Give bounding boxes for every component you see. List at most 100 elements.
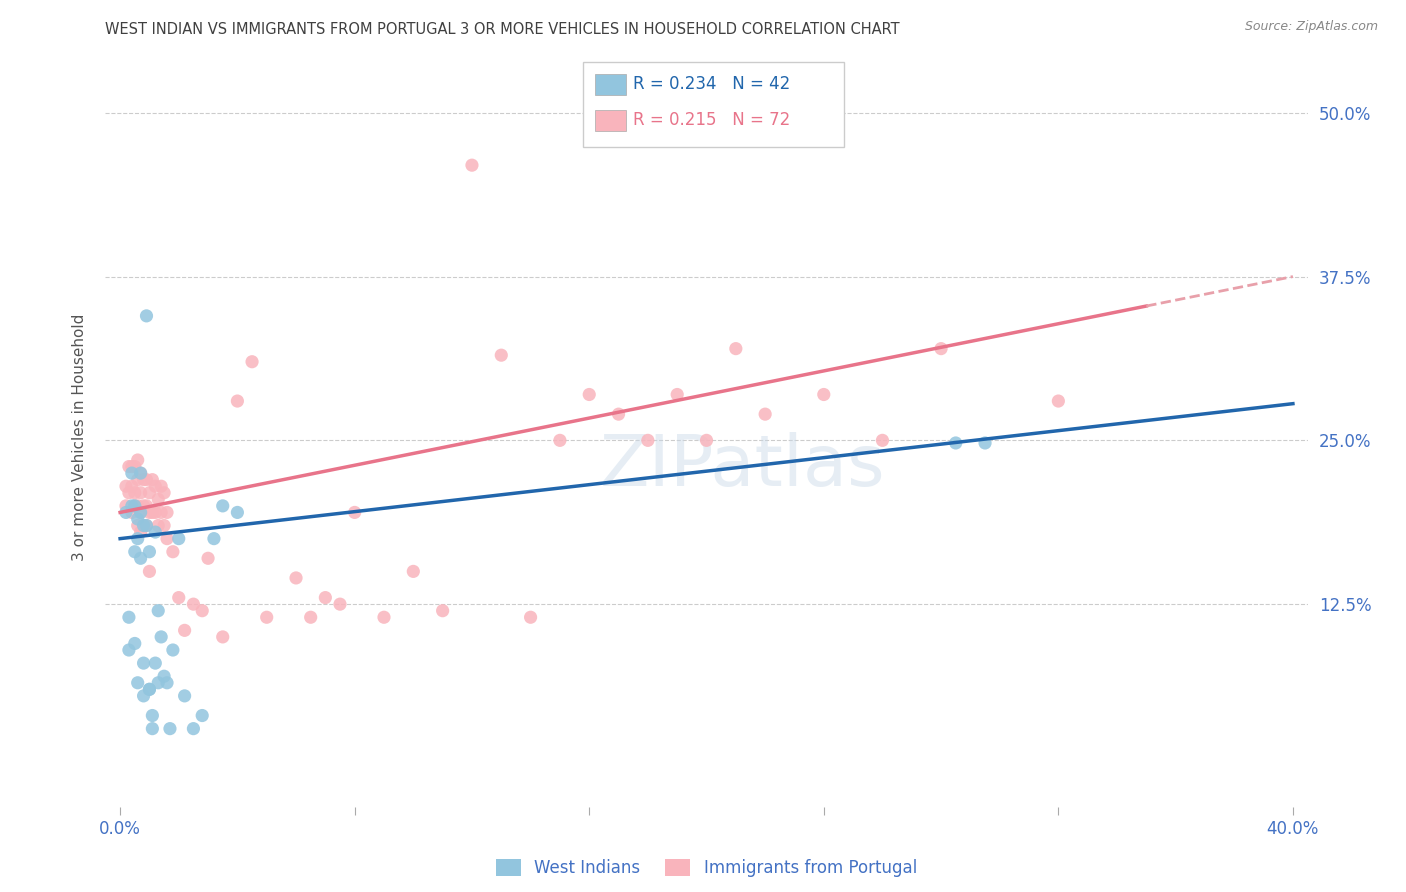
Point (143, 525, 166, 540)
Point (202, 532, 225, 546)
Point (754, 407, 776, 421)
Point (138, 485, 160, 500)
Point (872, 434, 894, 448)
Point (118, 643, 141, 657)
Point (548, 434, 571, 448)
Point (127, 512, 149, 526)
Point (138, 545, 160, 559)
Point (127, 453, 149, 467)
Point (115, 479, 138, 493)
Point (1047, 394, 1070, 409)
Point (945, 436, 967, 450)
Point (124, 499, 146, 513)
Point (432, 604, 454, 618)
Legend: West Indians, Immigrants from Portugal: West Indians, Immigrants from Portugal (489, 853, 924, 884)
Point (519, 610, 541, 624)
Point (183, 722, 205, 736)
Point (173, 689, 195, 703)
Y-axis label: 3 or more Vehicles in Household: 3 or more Vehicles in Household (72, 313, 87, 561)
Text: R = 0.234   N = 42: R = 0.234 N = 42 (633, 75, 790, 93)
Point (135, 499, 157, 513)
Point (696, 434, 718, 448)
Point (162, 545, 184, 559)
Point (121, 459, 143, 474)
Point (115, 499, 138, 513)
Point (153, 518, 176, 533)
Point (724, 342, 747, 356)
Point (211, 499, 233, 513)
Point (156, 675, 179, 690)
Point (285, 571, 308, 585)
Point (132, 656, 155, 670)
Point (666, 387, 689, 401)
Point (813, 387, 835, 401)
Point (153, 669, 176, 683)
Point (127, 518, 149, 533)
Point (226, 505, 249, 519)
Point (135, 473, 157, 487)
Point (124, 545, 146, 559)
Text: ZIPatlas: ZIPatlas (600, 433, 886, 501)
Point (141, 473, 163, 487)
Point (132, 499, 155, 513)
Point (115, 505, 138, 519)
Point (121, 505, 143, 519)
Point (124, 636, 146, 650)
Point (150, 630, 173, 644)
Point (129, 466, 152, 480)
Point (132, 689, 155, 703)
Point (974, 436, 997, 450)
Point (129, 485, 152, 500)
Point (121, 466, 143, 480)
Point (148, 604, 170, 618)
Point (148, 675, 170, 690)
Point (148, 518, 170, 533)
Point (211, 630, 233, 644)
Point (148, 492, 170, 507)
Point (118, 459, 141, 474)
Point (127, 473, 149, 487)
Point (132, 518, 155, 533)
Point (138, 505, 160, 519)
Point (124, 459, 146, 474)
Point (129, 505, 152, 519)
Point (138, 682, 160, 697)
Point (299, 610, 322, 624)
Point (143, 505, 166, 519)
Point (402, 565, 425, 579)
Point (141, 722, 163, 736)
Point (637, 434, 659, 448)
Point (132, 473, 155, 487)
Point (167, 532, 190, 546)
Point (129, 551, 152, 566)
Point (156, 532, 179, 546)
Point (138, 565, 160, 579)
Point (173, 624, 195, 638)
Point (159, 722, 181, 736)
Point (135, 518, 157, 533)
Point (143, 479, 166, 493)
Point (162, 643, 184, 657)
Point (127, 675, 149, 690)
Point (929, 342, 952, 356)
Point (127, 499, 149, 513)
Point (240, 355, 263, 369)
Point (118, 485, 141, 500)
Point (135, 309, 157, 323)
Point (461, 158, 484, 172)
Point (578, 387, 600, 401)
Text: Source: ZipAtlas.com: Source: ZipAtlas.com (1244, 20, 1378, 33)
Point (124, 499, 146, 513)
Point (191, 708, 214, 723)
Point (197, 551, 219, 566)
Point (314, 591, 336, 605)
Point (607, 407, 630, 421)
Point (256, 610, 278, 624)
Point (127, 532, 149, 546)
Point (143, 656, 166, 670)
Point (226, 394, 249, 409)
Text: WEST INDIAN VS IMMIGRANTS FROM PORTUGAL 3 OR MORE VEHICLES IN HOUSEHOLD CORRELAT: WEST INDIAN VS IMMIGRANTS FROM PORTUGAL … (105, 22, 900, 37)
Point (153, 485, 176, 500)
Point (121, 499, 143, 513)
Point (343, 505, 366, 519)
